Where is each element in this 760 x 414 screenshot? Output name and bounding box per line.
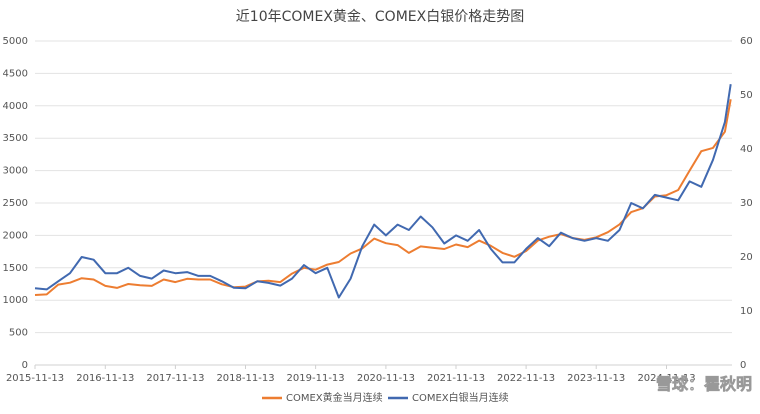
y2-tick-label: 10 (740, 306, 753, 317)
x-tick-label: 2024-11-13 (637, 373, 695, 384)
x-tick-label: 2020-11-13 (357, 373, 415, 384)
y-tick-label: 3000 (3, 166, 28, 177)
y-tick-label: 4000 (3, 101, 28, 112)
y-tick-label: 1000 (3, 295, 28, 306)
chart-title: 近10年COMEX黄金、COMEX白银价格走势图 (236, 8, 524, 25)
y2-tick-label: 30 (740, 198, 753, 209)
watermark: 雪球：瞿秋明 (656, 375, 752, 394)
x-tick-label: 2023-11-13 (567, 373, 625, 384)
x-tick-label: 2016-11-13 (76, 373, 134, 384)
series-line (34, 84, 732, 299)
x-tick-label: 2022-11-13 (497, 373, 555, 384)
x-tick-label: 2017-11-13 (146, 373, 204, 384)
y-tick-label: 500 (9, 328, 28, 339)
x-tick-label: 2021-11-13 (427, 373, 485, 384)
y2-tick-label: 0 (740, 360, 746, 371)
y-tick-label: 3500 (3, 133, 28, 144)
y2-tick-label: 60 (740, 36, 753, 47)
x-tick-label: 2015-11-13 (6, 373, 64, 384)
y-tick-label: 5000 (3, 36, 28, 47)
series-line (34, 99, 732, 296)
legend-label: COMEX黄金当月连续 (286, 391, 383, 404)
y2-tick-label: 40 (740, 144, 753, 155)
y-tick-label: 1500 (3, 263, 28, 274)
y2-tick-label: 50 (740, 90, 753, 101)
y-tick-label: 0 (22, 360, 28, 371)
legend-label: COMEX白银当月连续 (412, 391, 509, 404)
x-tick-label: 2019-11-13 (287, 373, 345, 384)
y-tick-label: 4500 (3, 68, 28, 79)
y2-tick-label: 20 (740, 252, 753, 263)
y-tick-label: 2500 (3, 198, 28, 209)
y-tick-label: 2000 (3, 230, 28, 241)
x-tick-label: 2018-11-13 (216, 373, 274, 384)
